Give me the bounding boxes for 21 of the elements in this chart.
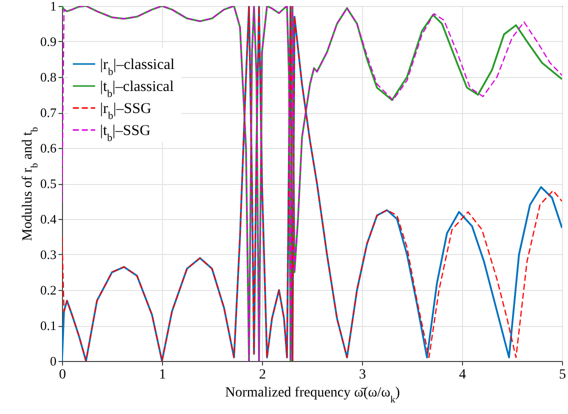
legend-label: |r$_{b}$|–SSG [100,101,152,122]
x-tick-label: 1 [159,368,166,382]
x-tick-label: 3 [359,368,366,382]
y-tick-label: 0.2 [40,282,56,298]
x-axis-title: Normalized frequency ω̄(ω/ω$_{k}$) [225,386,400,405]
x-tick-label: 5 [559,368,566,382]
legend-label: |t$_{b}$|–SSG [100,123,151,144]
y-tick-label: 1 [50,0,56,14]
y-tick-label: 0.3 [40,247,56,262]
legend-label: |r$_{b}$|–classical [100,57,175,78]
y-tick-label: 0.8 [40,70,56,84]
x-tick-label: 2 [259,368,266,382]
x-tick-label: 4 [459,368,466,382]
y-tick-label: 0.4 [40,212,57,226]
y-tick-label: 0.6 [40,140,57,156]
y-tick-label: 0.7 [40,105,57,120]
y-tick-label: 0 [50,354,56,368]
legend-label: |t$_{b}$|–classical [100,79,174,100]
y-tick-label: 0.5 [40,176,56,191]
y-tick-label: 0.9 [40,34,56,49]
y-tick-label: 0.1 [40,318,56,333]
